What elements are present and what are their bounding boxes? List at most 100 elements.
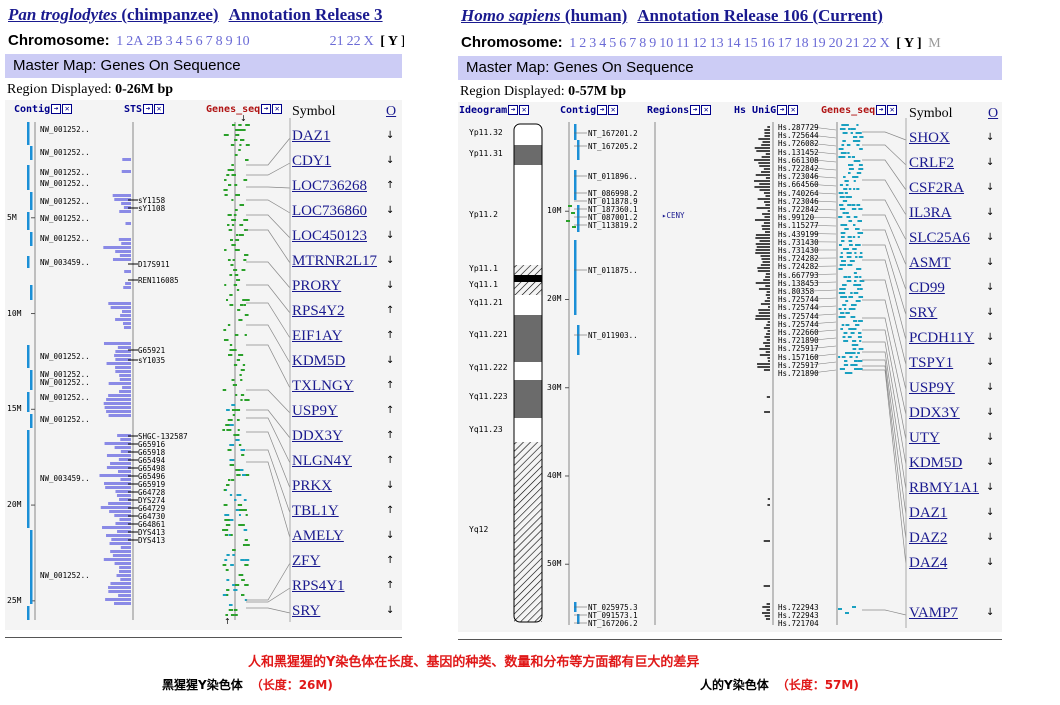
contig-label[interactable]: NW_001252..	[40, 393, 90, 402]
chromosome-link-5[interactable]: 5	[609, 36, 617, 51]
unigene-label[interactable]: Hs.80358	[778, 287, 815, 296]
arrow-right-icon[interactable]: ➔	[876, 105, 887, 115]
chromosome-link-x[interactable]: X	[879, 36, 890, 51]
chromosome-link-10[interactable]: 10	[235, 34, 250, 49]
gene-link-prory[interactable]: PRORY	[292, 278, 342, 294]
left-track-sts[interactable]: STS ➔ ✕	[124, 104, 165, 115]
sts-label[interactable]: G65918	[138, 448, 166, 457]
right-track-unigene[interactable]: Hs UniG ➔ ✕	[734, 105, 799, 116]
unigene-label[interactable]: Hs.722943	[778, 603, 819, 612]
unigene-label[interactable]: Hs.725744	[778, 311, 819, 321]
left-species-link[interactable]: Pan troglodytes (chimpanzee)	[8, 5, 219, 24]
close-icon[interactable]: ✕	[788, 105, 799, 115]
unigene-label[interactable]: Hs.721890	[778, 336, 819, 346]
gene-link-txlngy[interactable]: TXLNGY	[292, 378, 354, 394]
contig-label[interactable]: NT_087001.2	[588, 213, 638, 222]
gene-link-csf2ra[interactable]: CSF2RA	[909, 180, 965, 196]
chromosome-link-22[interactable]: 22	[346, 34, 361, 49]
chromosome-link-2a[interactable]: 2A	[126, 34, 144, 49]
close-icon[interactable]: ✕	[701, 105, 712, 115]
chromosome-link-17[interactable]: 17	[777, 36, 792, 51]
chromosome-link-6[interactable]: 6	[195, 34, 203, 49]
chromosome-link-2b[interactable]: 2B	[146, 34, 163, 49]
sts-label[interactable]: G64729	[138, 504, 166, 513]
unigene-label[interactable]: Hs.725644	[778, 131, 819, 141]
gene-link-il3ra[interactable]: IL3RA	[909, 205, 952, 221]
chromosome-link-15[interactable]: 15	[743, 36, 758, 51]
sts-label[interactable]: G64730	[138, 512, 166, 521]
sts-label[interactable]: G65921	[138, 346, 166, 355]
arrow-right-icon[interactable]: ➔	[261, 104, 272, 114]
chromosome-link-7[interactable]: 7	[205, 34, 213, 49]
unigene-label[interactable]: Hs.725744	[778, 319, 819, 329]
unigene-label[interactable]: Hs.725744	[778, 295, 819, 305]
gene-link-loc736268[interactable]: LOC736268	[292, 178, 367, 194]
contig-label[interactable]: NW_001252..	[40, 125, 90, 134]
contig-label[interactable]: NW_001252..	[40, 168, 90, 177]
gene-link-eif1ay[interactable]: EIF1AY	[292, 328, 343, 344]
unigene-label[interactable]: Hs.731430	[778, 246, 819, 255]
chromosome-link-8[interactable]: 8	[639, 36, 647, 51]
sts-label[interactable]: G65919	[138, 480, 166, 489]
gene-link-vamp7[interactable]: VAMP7	[909, 605, 958, 621]
gene-link-tspy1[interactable]: TSPY1	[909, 355, 954, 371]
close-icon[interactable]: ✕	[272, 104, 283, 114]
contig-label[interactable]: NW_001252..	[40, 352, 90, 361]
chromosome-link-16[interactable]: 16	[760, 36, 775, 51]
contig-label[interactable]: NW_001252..	[40, 571, 90, 580]
gene-link-rps4y2[interactable]: RPS4Y2	[292, 303, 345, 319]
arrow-right-icon[interactable]: ➔	[508, 105, 519, 115]
right-track-genes[interactable]: Genes_seq ➔ ✕	[821, 105, 898, 116]
unigene-label[interactable]: Hs.725917	[778, 344, 819, 354]
chromosome-link-4[interactable]: 4	[175, 34, 183, 49]
gene-link-zfy[interactable]: ZFY	[292, 553, 321, 569]
contig-label[interactable]: NT_167206.2	[588, 619, 638, 628]
chromosome-link-20[interactable]: 20	[828, 36, 843, 51]
contig-label[interactable]: NW_003459..	[40, 258, 90, 267]
chromosome-link-11[interactable]: 11	[676, 36, 690, 51]
gene-link-cd99[interactable]: CD99	[909, 280, 945, 296]
unigene-label[interactable]: Hs.724282	[778, 254, 819, 264]
gene-link-sry[interactable]: SRY	[292, 603, 321, 619]
arrow-right-icon[interactable]: ➔	[690, 105, 701, 115]
contig-label[interactable]: NW_001252..	[40, 234, 90, 243]
unigene-label[interactable]: Hs.664560	[778, 180, 819, 190]
gene-link-crlf2[interactable]: CRLF2	[909, 155, 955, 171]
sts-label[interactable]: DYS413	[138, 528, 166, 537]
right-track-contig[interactable]: Contig ➔ ✕	[560, 105, 619, 116]
sts-label[interactable]: G65496	[138, 472, 166, 481]
gene-link-slc25a6[interactable]: SLC25A6	[909, 230, 970, 246]
gene-link-pcdh11y[interactable]: PCDH11Y	[909, 330, 975, 346]
right-track-regions[interactable]: Regions ➔ ✕	[647, 105, 712, 116]
contig-label[interactable]: NW_001252..	[40, 197, 90, 206]
close-icon[interactable]: ✕	[154, 104, 165, 114]
contig-label[interactable]: NT_011878.9	[588, 197, 638, 206]
gene-link-ddx3y[interactable]: DDX3Y	[292, 428, 343, 444]
unigene-label[interactable]: Hs.724282	[778, 262, 819, 272]
gene-link-prkx[interactable]: PRKX	[292, 478, 333, 494]
sts-label[interactable]: G65494	[138, 456, 166, 465]
unigene-label[interactable]: Hs.731430	[778, 237, 819, 247]
sts-label[interactable]: G64728	[138, 488, 166, 497]
gene-link-kdm5d[interactable]: KDM5D	[292, 353, 346, 369]
contig-label[interactable]: NW_001252..	[40, 179, 90, 188]
contig-label[interactable]: NT_011875..	[588, 266, 638, 275]
unigene-label[interactable]: Hs.722943	[778, 611, 819, 620]
unigene-label[interactable]: Hs.115277	[778, 221, 819, 231]
gene-link-ddx3y[interactable]: DDX3Y	[909, 405, 960, 421]
gene-link-asmt[interactable]: ASMT	[909, 255, 951, 271]
sts-label[interactable]: G65498	[138, 464, 166, 473]
sts-label[interactable]: D17S911	[138, 260, 170, 269]
arrow-right-icon[interactable]: ➔	[777, 105, 788, 115]
chromosome-link-1[interactable]: 1	[569, 36, 577, 51]
chromosome-link-6[interactable]: 6	[619, 36, 627, 51]
unigene-label[interactable]: Hs.99120	[778, 213, 815, 223]
arrow-right-icon[interactable]: ➔	[597, 105, 608, 115]
left-release-link[interactable]: Annotation Release 3	[228, 5, 383, 24]
contig-label[interactable]: NW_003459..	[40, 474, 90, 483]
gene-link-rps4y1[interactable]: RPS4Y1	[292, 578, 345, 594]
contig-label[interactable]: NT_091573.1	[588, 611, 638, 620]
unigene-label[interactable]: Hs.726082	[778, 139, 819, 149]
gene-link-mtrnr2l17[interactable]: MTRNR2L17	[292, 253, 378, 269]
left-track-contig[interactable]: Contig ➔ ✕	[14, 104, 73, 115]
